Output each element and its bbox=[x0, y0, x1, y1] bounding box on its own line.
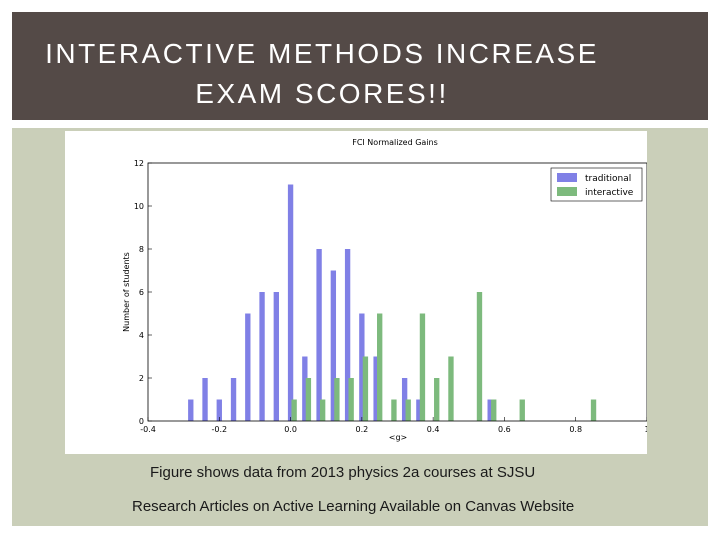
chart-figure: FCI Normalized Gains -0.4 -0.2 0.0 0.2 0.4 0.… bbox=[65, 131, 650, 454]
slide-title-line2: EXAM SCORES!! bbox=[195, 78, 449, 109]
bar-traditional bbox=[273, 292, 279, 421]
bar-traditional bbox=[287, 184, 294, 421]
title-bar: INTERACTIVE METHODS INCREASE EXAM SCORES… bbox=[12, 12, 708, 120]
y-tick-label: 4 bbox=[139, 331, 144, 340]
bar-interactive bbox=[448, 356, 454, 421]
bar-traditional bbox=[373, 356, 379, 421]
y-tick-label: 10 bbox=[134, 202, 144, 211]
bar-traditional bbox=[316, 249, 322, 421]
bar-traditional bbox=[202, 378, 208, 421]
x-tick-label: -0.2 bbox=[211, 425, 227, 434]
bar-interactive bbox=[405, 399, 411, 421]
bar-traditional bbox=[188, 399, 194, 421]
chart-title: FCI Normalized Gains bbox=[352, 138, 438, 147]
x-tick-label: -0.4 bbox=[140, 425, 156, 434]
bar-traditional bbox=[359, 313, 365, 421]
legend-label-traditional: traditional bbox=[585, 174, 631, 184]
bar-interactive bbox=[291, 399, 297, 421]
y-axis-label: Number of students bbox=[122, 252, 131, 332]
y-tick-label: 2 bbox=[139, 374, 144, 383]
bar-traditional bbox=[245, 313, 251, 421]
bar-traditional bbox=[487, 399, 493, 421]
bar-traditional bbox=[259, 292, 265, 421]
canvas-note: Research Articles on Active Learning Ava… bbox=[132, 498, 575, 515]
bar-interactive bbox=[362, 356, 369, 421]
y-tick-label: 12 bbox=[134, 159, 144, 168]
bar-traditional bbox=[344, 249, 351, 421]
slide-title: INTERACTIVE METHODS INCREASE EXAM SCORES… bbox=[42, 34, 602, 114]
bar-traditional bbox=[216, 399, 222, 421]
bar-interactive bbox=[305, 378, 312, 421]
bar-interactive bbox=[476, 292, 483, 421]
bar-interactive bbox=[419, 313, 426, 421]
legend-swatch-interactive bbox=[557, 187, 577, 196]
x-tick-label: 0.6 bbox=[498, 425, 511, 434]
legend-label-interactive: interactive bbox=[585, 188, 634, 198]
bar-interactive bbox=[377, 313, 383, 421]
bar-interactive bbox=[434, 378, 440, 421]
bar-interactive bbox=[491, 399, 497, 421]
slide-title-line1: INTERACTIVE METHODS INCREASE bbox=[45, 38, 599, 69]
chart-legend: traditional interactive bbox=[550, 167, 643, 202]
bar-traditional bbox=[416, 399, 422, 421]
y-tick-label: 6 bbox=[139, 288, 144, 297]
bar-interactive bbox=[319, 399, 326, 421]
bar-interactive bbox=[334, 378, 340, 421]
y-tick-label: 0 bbox=[139, 417, 144, 426]
bar-traditional bbox=[330, 270, 337, 421]
bar-traditional bbox=[230, 378, 237, 421]
plot-frame bbox=[147, 162, 648, 422]
bar-interactive bbox=[590, 399, 597, 421]
bar-interactive bbox=[519, 399, 525, 421]
legend-swatch-traditional bbox=[557, 173, 577, 182]
y-tick-label: 8 bbox=[139, 245, 144, 254]
bar-traditional bbox=[302, 356, 308, 421]
x-tick-label: 0.8 bbox=[569, 425, 582, 434]
x-tick-label: 0.4 bbox=[427, 425, 440, 434]
x-tick-label: 1 bbox=[644, 425, 647, 434]
x-tick-label: 0.0 bbox=[284, 425, 297, 434]
chart: FCI Normalized Gains -0.4 -0.2 0.0 0.2 0.4 0.… bbox=[122, 138, 650, 442]
bar-traditional bbox=[401, 378, 408, 421]
x-tick-label: 0.2 bbox=[355, 425, 368, 434]
x-axis-label: <g> bbox=[389, 433, 407, 442]
chart-bars bbox=[188, 184, 597, 421]
bar-interactive bbox=[391, 399, 397, 421]
figure-caption: Figure shows data from 2013 physics 2a c… bbox=[150, 464, 536, 481]
bar-interactive bbox=[348, 378, 354, 421]
